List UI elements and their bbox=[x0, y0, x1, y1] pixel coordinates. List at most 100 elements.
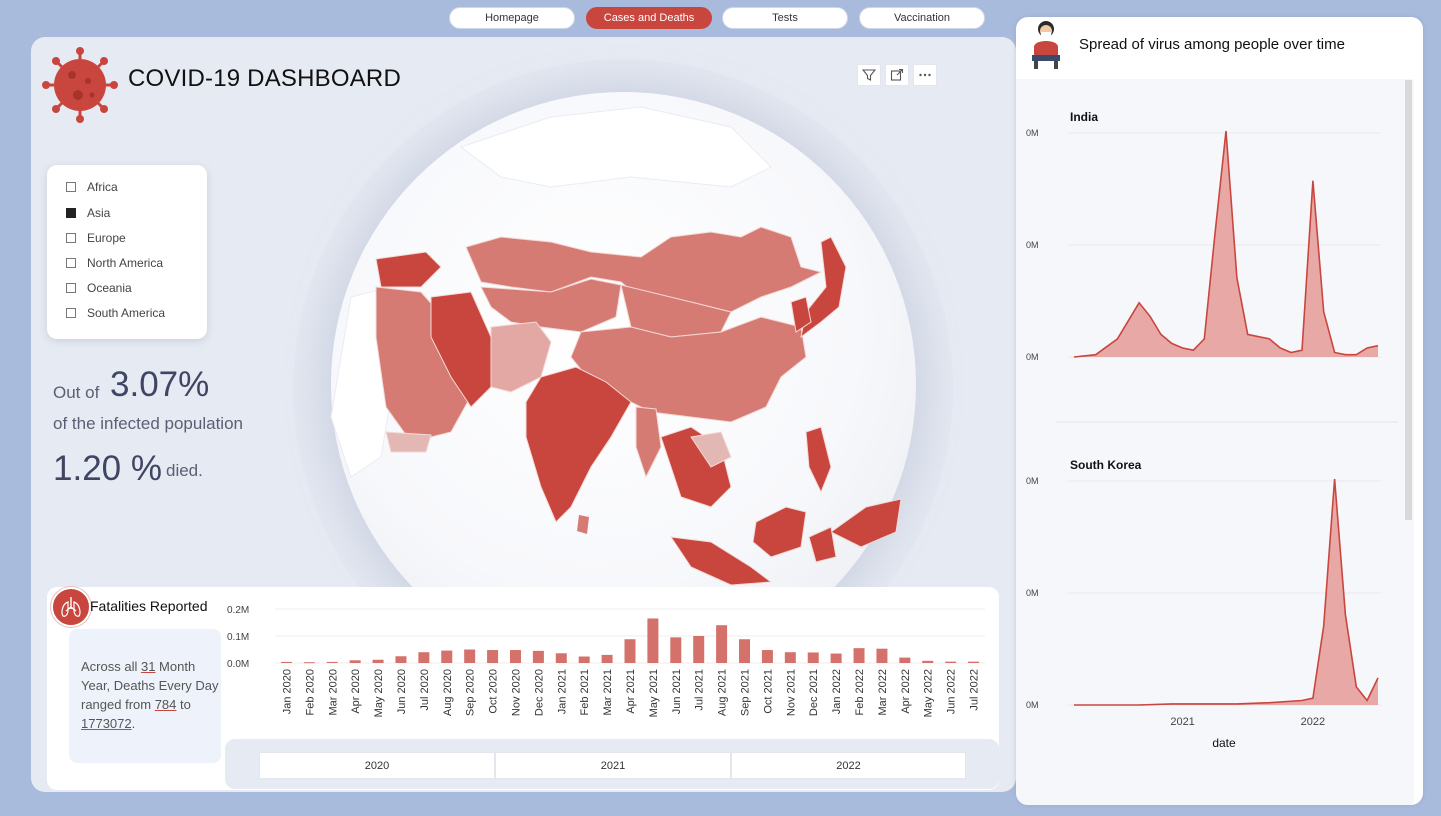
checkbox[interactable] bbox=[66, 283, 76, 293]
filter-option-south-america[interactable]: South America bbox=[66, 305, 165, 321]
fatality-bar[interactable] bbox=[601, 654, 613, 663]
fatality-bar[interactable] bbox=[784, 652, 796, 663]
year-slicer: 2020 2021 2022 bbox=[225, 739, 999, 789]
area-ytick-label: 0M bbox=[1026, 476, 1039, 486]
fatality-bar[interactable] bbox=[372, 659, 384, 663]
filter-option-africa[interactable]: Africa bbox=[66, 179, 118, 195]
area-ytick-label: 0M bbox=[1026, 700, 1039, 710]
bar-xtick-label: Sep 2021 bbox=[740, 669, 752, 716]
filter-option-north-america[interactable]: North America bbox=[66, 255, 163, 271]
area-fill bbox=[1074, 479, 1378, 705]
fatality-bar[interactable] bbox=[853, 648, 865, 663]
area-line[interactable] bbox=[1074, 478, 1379, 706]
fatality-bar[interactable] bbox=[739, 639, 751, 663]
bar-xtick-label: Feb 2022 bbox=[854, 669, 866, 715]
checkbox[interactable] bbox=[66, 308, 76, 318]
area-ytick-label: 0M bbox=[1026, 240, 1039, 250]
person-with-mask-icon bbox=[1032, 21, 1060, 69]
filter-icon[interactable] bbox=[857, 64, 881, 86]
fatality-bar[interactable] bbox=[830, 653, 842, 663]
right-panel: Spread of virus among people over time I… bbox=[1016, 17, 1423, 805]
bar-xtick-label: Aug 2020 bbox=[442, 669, 454, 716]
checkbox-checked[interactable] bbox=[66, 208, 76, 218]
nav-tab-cases-and-deaths[interactable]: Cases and Deaths bbox=[586, 7, 712, 29]
fatality-bar[interactable] bbox=[968, 661, 980, 663]
fatality-bar[interactable] bbox=[464, 649, 476, 664]
year-button-2022[interactable]: 2022 bbox=[731, 752, 966, 779]
nav-tab-vaccination[interactable]: Vaccination bbox=[859, 7, 985, 29]
bar-xtick-label: Jan 2022 bbox=[831, 669, 843, 714]
fatality-bar[interactable] bbox=[922, 660, 934, 663]
bar-xtick-label: Jan 2021 bbox=[556, 669, 568, 714]
fatality-bar[interactable] bbox=[395, 656, 407, 663]
died-label: died. bbox=[166, 461, 203, 480]
fatality-bar[interactable] bbox=[807, 652, 819, 663]
fatality-bar[interactable] bbox=[532, 650, 544, 663]
fatality-bar[interactable] bbox=[670, 637, 682, 663]
fatality-bar[interactable] bbox=[899, 657, 911, 663]
bar-xtick-label: May 2021 bbox=[648, 669, 660, 717]
year-button-2020[interactable]: 2020 bbox=[259, 752, 495, 779]
checkbox[interactable] bbox=[66, 182, 76, 192]
bar-xtick-label: Feb 2021 bbox=[579, 669, 591, 715]
fatality-bar[interactable] bbox=[326, 661, 338, 663]
fatality-bar[interactable] bbox=[647, 618, 659, 663]
fatality-bar[interactable] bbox=[876, 648, 888, 663]
focus-mode-icon[interactable] bbox=[885, 64, 909, 86]
fatality-bar[interactable] bbox=[578, 656, 590, 663]
bar-xtick-label: Oct 2020 bbox=[488, 669, 500, 714]
fatality-bar[interactable] bbox=[945, 661, 957, 663]
checkbox[interactable] bbox=[66, 233, 76, 243]
bar-xtick-label: May 2020 bbox=[373, 669, 385, 717]
map-region-iran bbox=[430, 291, 492, 408]
continent-filter: Africa Asia Europe North America Oceania… bbox=[47, 165, 207, 339]
dashboard-title: COVID-19 DASHBOARD bbox=[128, 65, 401, 92]
nav-tab-tests[interactable]: Tests bbox=[722, 7, 848, 29]
nav-tab-homepage[interactable]: Homepage bbox=[449, 7, 575, 29]
right-panel-title: Spread of virus among people over time bbox=[1079, 36, 1345, 53]
virus-logo-icon bbox=[42, 47, 118, 123]
filter-option-oceania[interactable]: Oceania bbox=[66, 280, 132, 296]
spread-area-charts[interactable]: India 0M 0M 0M South Korea 0M 0M 0M 2021 2022 date bbox=[1016, 79, 1414, 805]
bar-xtick-label: Jan 2020 bbox=[281, 669, 293, 714]
fatality-bar[interactable] bbox=[761, 650, 773, 663]
fatality-bar[interactable] bbox=[624, 639, 636, 663]
fatality-bar[interactable] bbox=[418, 652, 430, 663]
bar-ytick-label: 0.2M bbox=[227, 605, 249, 616]
infected-label: of the infected population bbox=[53, 414, 243, 433]
filter-option-label: Europe bbox=[87, 231, 126, 245]
fatality-bar[interactable] bbox=[280, 661, 292, 663]
year-button-2021[interactable]: 2021 bbox=[495, 752, 731, 779]
fatality-bar[interactable] bbox=[441, 650, 453, 663]
bar-xtick-label: Mar 2021 bbox=[602, 669, 614, 715]
infected-percentage: 3.07% bbox=[110, 365, 210, 404]
bar-xtick-label: Nov 2021 bbox=[785, 669, 797, 716]
area-line[interactable] bbox=[1073, 130, 1379, 358]
bar-xtick-label: Apr 2022 bbox=[900, 669, 912, 714]
bar-xtick-label: Dec 2020 bbox=[533, 669, 545, 716]
bar-xtick-label: Jul 2021 bbox=[694, 669, 706, 711]
fatality-bar[interactable] bbox=[303, 662, 315, 664]
main-panel: COVID-19 DASHBOARD Africa Asia Europe No… bbox=[31, 37, 1016, 792]
map-region-sri-lanka bbox=[577, 515, 589, 534]
fatality-bar[interactable] bbox=[487, 650, 499, 663]
fatality-bar[interactable] bbox=[509, 650, 521, 663]
asia-map[interactable] bbox=[31, 37, 1016, 597]
area-xtick-label: 2022 bbox=[1301, 716, 1325, 728]
fatality-bar[interactable] bbox=[349, 660, 361, 663]
fatality-bar[interactable] bbox=[693, 636, 705, 663]
filter-option-asia[interactable]: Asia bbox=[66, 205, 110, 221]
fatality-bar[interactable] bbox=[555, 653, 567, 663]
vertical-scrollbar[interactable] bbox=[1405, 80, 1412, 520]
filter-option-label: Oceania bbox=[87, 281, 132, 295]
fatalities-bar-chart[interactable]: 0.0M 0.1M 0.2M Jan 2020 Feb 2020 Mar 2020 Apr … bbox=[223, 597, 995, 737]
more-options-icon[interactable] bbox=[913, 64, 937, 86]
map-region-indonesia bbox=[669, 536, 773, 586]
fatality-bar[interactable] bbox=[716, 625, 728, 663]
area-xaxis-label: date bbox=[1212, 736, 1236, 750]
checkbox[interactable] bbox=[66, 258, 76, 268]
bar-xtick-label: Mar 2022 bbox=[877, 669, 889, 715]
map-region-malaysia bbox=[752, 506, 807, 558]
map-region-papua bbox=[830, 498, 902, 548]
filter-option-europe[interactable]: Europe bbox=[66, 230, 126, 246]
